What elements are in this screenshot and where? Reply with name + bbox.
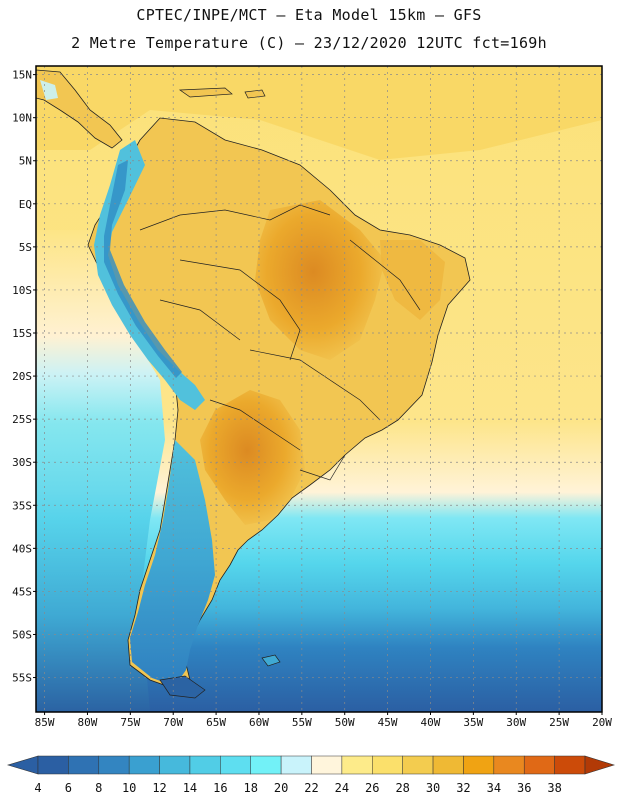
lat-label: 15N <box>12 69 32 82</box>
colorbar-swatch <box>432 755 464 775</box>
lat-label: 10S <box>12 284 32 297</box>
lon-label: 30W <box>506 716 526 729</box>
falkland-islands <box>261 654 281 667</box>
colorbar-swatch <box>311 755 343 775</box>
lon-label: 55W <box>292 716 312 729</box>
longitude-labels: 85W 80W 75W 70W 65W 60W 55W 50W 45W 40W 35W 30W 25W 2… <box>35 712 612 729</box>
lon-label: 70W <box>163 716 183 729</box>
latitude-labels: 15N 10N 5N EQ 5S 10S 15S 20S 25S 30S 35S 40S 45S 50S 5… <box>12 69 36 685</box>
colorbar-swatch <box>493 755 525 775</box>
colorbar-swatch <box>159 755 191 775</box>
colorbar-label: 34 <box>487 781 501 795</box>
colorbar-swatch <box>372 755 403 775</box>
colorbar-label: 10 <box>122 781 136 795</box>
gridlines <box>36 66 602 712</box>
colorbar-swatch <box>250 755 282 775</box>
map-area <box>36 66 602 712</box>
colorbar-label: 38 <box>547 781 561 795</box>
colorbar-swatch <box>128 755 160 775</box>
colorbar-label: 22 <box>304 781 318 795</box>
lon-label: 35W <box>463 716 483 729</box>
interior-hot-region <box>255 200 385 360</box>
lat-label: 35S <box>12 499 32 512</box>
lon-label: 60W <box>249 716 269 729</box>
andes-cold-strip <box>94 140 205 410</box>
lon-label: 50W <box>335 716 355 729</box>
lon-label: 65W <box>206 716 226 729</box>
central-america-land <box>36 69 123 149</box>
lat-label: 30S <box>12 456 32 469</box>
lat-label: 50S <box>12 628 32 641</box>
andes-cold-core <box>104 160 182 378</box>
colorbar-swatch <box>98 755 130 775</box>
colorbar-label: 8 <box>95 781 102 795</box>
colorbar-label: 30 <box>426 781 440 795</box>
colorbar-label: 14 <box>183 781 197 795</box>
colorbar <box>6 755 616 775</box>
lon-label: 85W <box>35 716 55 729</box>
colorbar-label: 20 <box>274 781 288 795</box>
lon-label: 40W <box>421 716 441 729</box>
lat-label: 40S <box>12 542 32 555</box>
lat-label: 10N <box>12 112 32 125</box>
colorbar-label: 32 <box>456 781 470 795</box>
lat-label: EQ <box>19 198 32 211</box>
colorbar-label: 16 <box>213 781 227 795</box>
colorbar-label: 28 <box>395 781 409 795</box>
colorbar-swatch <box>523 755 555 775</box>
colorbar-swatch <box>37 755 69 775</box>
patagonia-cold-region <box>130 440 215 686</box>
lon-label: 80W <box>78 716 98 729</box>
colorbar-label: 6 <box>65 781 72 795</box>
colorbar-label: 4 <box>34 781 41 795</box>
colorbar-swatch <box>341 755 373 775</box>
northeast-warm-region <box>380 240 445 320</box>
colorbar-swatch <box>68 755 100 775</box>
lon-label: 25W <box>549 716 569 729</box>
lat-label: 15S <box>12 327 32 340</box>
lat-label: 45S <box>12 585 32 598</box>
colorbar-swatch <box>189 755 221 775</box>
caribbean-islands <box>178 87 266 99</box>
lat-label: 5N <box>19 155 32 168</box>
colorbar-swatch <box>554 755 586 775</box>
colorbar-label: 36 <box>517 781 531 795</box>
lat-label: 25S <box>12 413 32 426</box>
chart-subtitle: 2 Metre Temperature (C) – 23/12/2020 12U… <box>71 34 547 52</box>
map-border <box>35 65 603 713</box>
colorbar-label: 24 <box>335 781 349 795</box>
lon-label: 45W <box>378 716 398 729</box>
colorbar-labels: 4 6 8 10 12 14 16 18 20 22 24 26 28 30 32 34 36 38 <box>34 781 561 795</box>
chart-title: CPTEC/INPE/MCT – Eta Model 15km – GFS <box>136 6 482 24</box>
lat-label: 20S <box>12 370 32 383</box>
colorbar-swatch <box>280 755 312 775</box>
colorbar-swatch <box>402 755 434 775</box>
caribbean-warm-region <box>36 66 602 160</box>
lon-label: 20W <box>592 716 612 729</box>
lon-label: 75W <box>120 716 140 729</box>
colorbar-label: 26 <box>365 781 379 795</box>
colorbar-high-arrow <box>584 755 616 775</box>
colorbar-swatch <box>220 755 251 775</box>
lat-label: 5S <box>19 241 32 254</box>
tierra-del-fuego <box>159 675 206 699</box>
colorbar-low-arrow <box>6 755 39 775</box>
colorbar-label: 12 <box>152 781 166 795</box>
lat-label: 55S <box>12 672 32 685</box>
colorbar-label: 18 <box>243 781 257 795</box>
southern-hot-region <box>200 390 305 525</box>
colorbar-swatch <box>463 755 495 775</box>
